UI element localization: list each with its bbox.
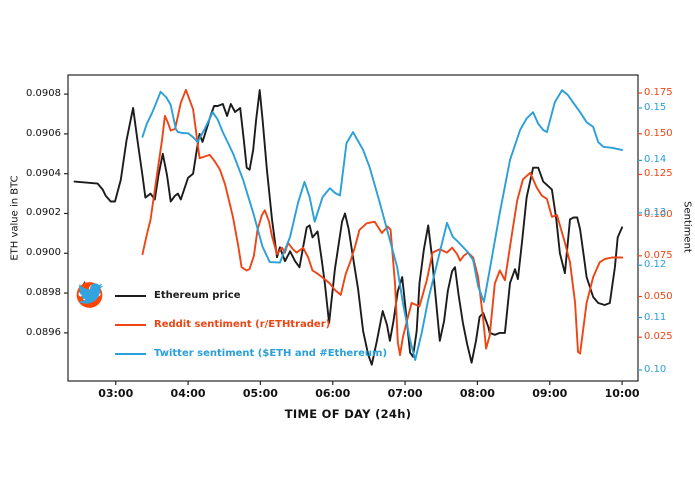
reddit-tick-label: 0.175 [644,87,673,99]
x-tick-label: 04:00 [170,387,206,400]
reddit-line [141,88,624,357]
twitter-legend-line [115,352,146,355]
ethereum-legend-label: Ethereum price [154,290,241,301]
reddit-tick-label: 0.125 [644,168,673,180]
price-tick-label: 0.0904 [26,167,61,179]
x-tick-label: 05:00 [242,387,278,400]
right-axis-title: Sentiment [681,201,693,253]
twitter-legend-label: Twitter sentiment ($ETH and #Ethereum) [154,348,388,359]
twitter-line [141,89,624,361]
price-tick-label: 0.0908 [26,88,61,100]
reddit-legend-label: Reddit sentiment (r/ETHtrader) [154,319,331,330]
twitter-tick-label: 0.10 [644,363,667,375]
price-tick-label: 0.0906 [26,127,61,139]
legend-row-twitter: Twitter sentiment ($ETH and #Ethereum) [76,283,388,368]
ethereum-legend-line [115,294,146,297]
legend-row-ethereum: Ethereum price [76,281,387,310]
x-tick-label: 08:00 [459,387,495,400]
twitter-tick-label: 0.13 [644,206,667,218]
legend-row-reddit: Reddit sentiment (r/ETHtrader) [76,282,387,339]
price-tick-label: 0.0898 [26,287,61,299]
reddit-tick-label: 0.150 [644,127,673,139]
x-tick-label: 07:00 [387,387,423,400]
x-tick-label: 10:00 [604,387,640,400]
x-tick-label: 09:00 [532,387,568,400]
price-tick-label: 0.0902 [26,207,61,219]
reddit-tick-label: 0.025 [644,331,673,343]
price-line [73,89,624,366]
twitter-tick-label: 0.11 [644,311,667,323]
twitter-tick-label: 0.15 [644,102,667,113]
x-axis-title: TIME OF DAY (24h) [284,407,412,421]
reddit-legend-line [115,323,146,326]
plot-frame [67,74,639,382]
reddit-tick-label: 0.050 [644,290,673,302]
x-tick-label: 03:00 [98,387,134,400]
left-axis-title: ETH value in BTC [9,175,21,261]
reddit-tick-label: 0.075 [644,249,673,261]
reddit-tick-label: 0.100 [644,209,673,221]
chart-legend: Ethereum price Reddit sentiment (r/ETHtr… [76,281,387,368]
price-tick-label: 0.0900 [26,247,61,259]
price-tick-label: 0.0896 [26,326,61,338]
twitter-tick-label: 0.12 [644,259,667,271]
twitter-tick-label: 0.14 [644,154,667,166]
x-tick-label: 06:00 [315,387,351,400]
